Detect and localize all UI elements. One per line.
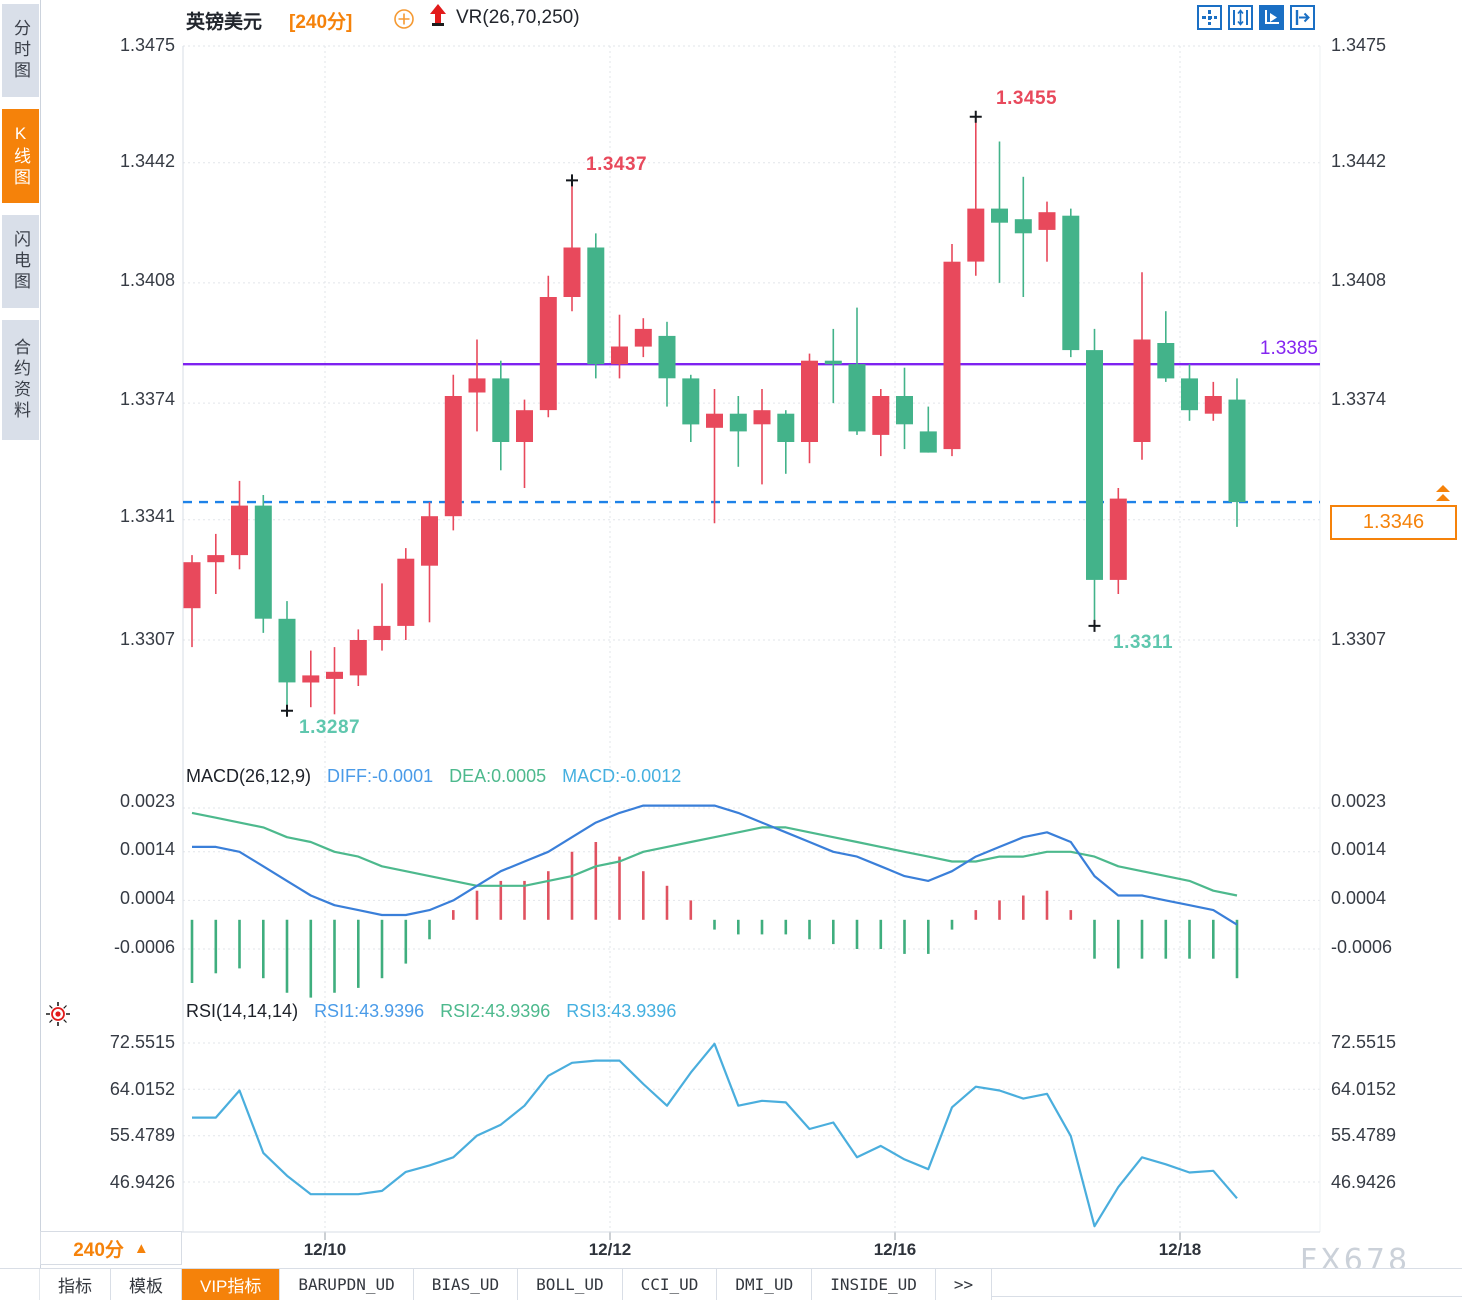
tab-inside-ud[interactable]: INSIDE_UD [812,1269,936,1300]
date-label: 12/12 [588,1240,632,1259]
tab-dmi-ud[interactable]: DMI_UD [717,1269,813,1300]
rsi3-value: RSI3:43.9396 [566,1001,677,1021]
rsi-tick-right: 46.9426 [1331,1172,1397,1192]
price-tick-right: 1.3408 [1331,270,1387,290]
indicator-tabbar: 指标 模板 VIP指标 BARUPDN_UD BIAS_UD BOLL_UD C… [0,1268,1462,1300]
tab-boll-ud[interactable]: BOLL_UD [518,1269,623,1300]
date-label: 12/16 [873,1240,917,1259]
price-tick-left: 1.3408 [119,270,175,290]
symbol-title: 英镑美元 [186,12,263,33]
macd-diff-value: DIFF:-0.0001 [327,766,434,786]
sidebar-tab-contract-info[interactable]: 合约资料 [2,320,39,440]
macd-macd-value: MACD:-0.0012 [562,766,682,786]
rsi-tick-right: 64.0152 [1331,1079,1397,1099]
high-annotation-2: 1.3455 [996,88,1058,109]
circle-plus-icon[interactable] [393,8,415,30]
macd-tick-left: -0.0006 [113,937,175,957]
pan-move-icon[interactable] [1197,5,1222,30]
rsi-title: RSI(14,14,14) [186,1001,299,1021]
tab-cci-ud[interactable]: CCI_UD [623,1269,718,1300]
rsi-tick-right: 72.5515 [1331,1032,1397,1052]
price-up-marker-icon [1436,485,1450,501]
shift-right-icon[interactable] [1290,5,1315,30]
tab-barupdn-ud[interactable]: BARUPDN_UD [280,1269,414,1300]
tab-bias-ud[interactable]: BIAS_UD [414,1269,519,1300]
red-up-arrow-icon [430,4,446,26]
rsi-tick-left: 46.9426 [109,1172,175,1192]
rsi1-value: RSI1:43.9396 [314,1001,425,1021]
axis-scale-icon[interactable] [1228,5,1253,30]
period-badge[interactable]: [240分] [289,12,353,33]
tab-indicator[interactable]: 指标 [40,1269,111,1300]
rsi-tick-left: 55.4789 [109,1125,175,1145]
rsi-tick-left: 72.5515 [109,1032,175,1052]
alert-target-icon[interactable] [45,1001,71,1027]
rsi-tick-right: 55.4789 [1331,1125,1397,1145]
left-sidebar: 分时图 K线图 闪电图 合约资料 [0,0,40,1300]
vr-indicator-label: VR(26,70,250) [456,7,580,28]
rsi-header: RSI(14,14,14) RSI1:43.9396 RSI2:43.9396 RSI… [186,1001,692,1022]
rsi2-value: RSI2:43.9396 [440,1001,551,1021]
macd-tick-right: -0.0006 [1331,937,1393,957]
purple-line-label: 1.3385 [1259,338,1318,359]
axis-play-icon[interactable] [1259,5,1284,30]
macd-tick-left: 0.0023 [119,791,175,811]
tab-template[interactable]: 模板 [111,1269,182,1300]
sidebar-tab-candlestick[interactable]: K线图 [2,109,39,203]
macd-tick-left: 0.0004 [119,888,175,908]
last-price-value: 1.3346 [1362,511,1425,533]
macd-tick-right: 0.0004 [1331,888,1387,908]
last-price-box: 1.3346 [1330,505,1457,540]
macd-tick-right: 0.0014 [1331,839,1387,859]
price-tick-right: 1.3442 [1331,151,1387,171]
price-tick-right: 1.3374 [1331,389,1387,409]
sidebar-tab-lightning[interactable]: 闪电图 [2,215,39,308]
tabbar-spacer [0,1269,40,1300]
macd-dea-value: DEA:0.0005 [449,766,547,786]
price-tick-left: 1.3442 [119,151,175,171]
sidebar-divider [40,0,41,1300]
period-selector-label: 240分 [73,1239,124,1261]
price-tick-left: 1.3374 [119,389,175,409]
price-tick-right: 1.3307 [1331,629,1387,649]
price-tick-left: 1.3475 [119,35,175,55]
date-label: 12/18 [1158,1240,1202,1259]
tabbar-filler [992,1269,1462,1297]
period-selector[interactable]: 240分 ▲ [40,1231,182,1265]
price-tick-left: 1.3341 [119,506,175,526]
triangle-up-icon: ▲ [133,1239,149,1257]
low-annotation-2: 1.3311 [1113,632,1174,653]
macd-tick-left: 0.0014 [119,839,175,859]
date-label: 12/10 [303,1240,347,1259]
macd-tick-right: 0.0023 [1331,791,1387,811]
price-tick-right: 1.3475 [1331,35,1387,55]
tab-vip-indicator[interactable]: VIP指标 [182,1269,281,1300]
price-tick-left: 1.3307 [119,629,175,649]
tab-more[interactable]: >> [936,1269,993,1300]
high-annotation-1: 1.3437 [586,154,648,175]
low-annotation-1: 1.3287 [299,717,361,738]
macd-title: MACD(26,12,9) [186,766,312,786]
sidebar-tab-timeline[interactable]: 分时图 [2,4,39,97]
macd-header: MACD(26,12,9) DIFF:-0.0001 DEA:0.0005 MACD:… [186,766,697,787]
rsi-tick-left: 64.0152 [109,1079,175,1099]
